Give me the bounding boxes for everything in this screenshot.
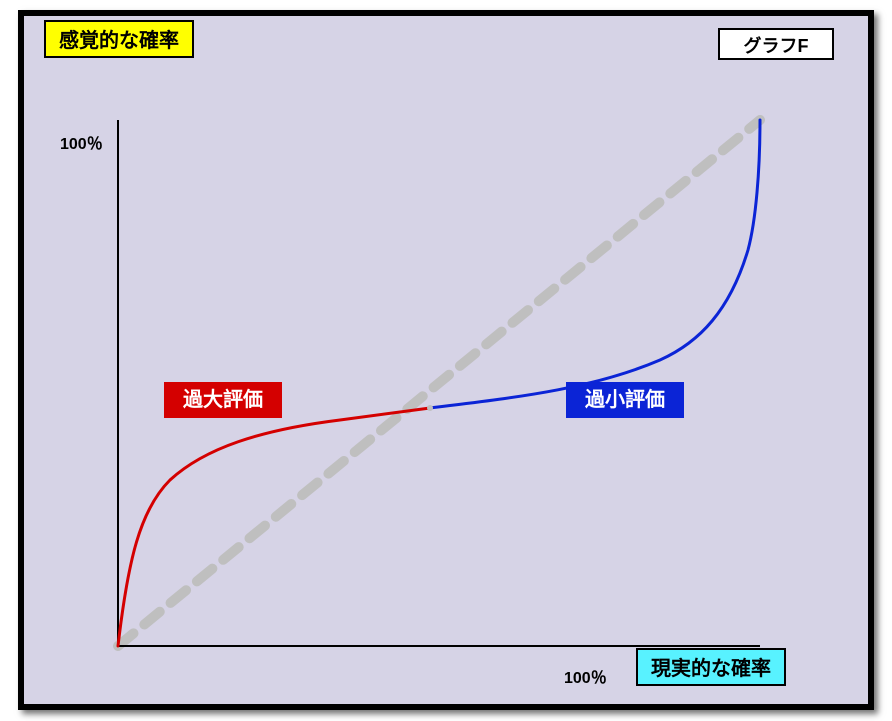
chart-svg [0,0,892,721]
curve-knot [427,405,433,411]
overestimate-label: 過大評価 [164,382,282,418]
y-tick-100: 100％ [60,130,103,154]
underestimate-label: 過小評価 [566,382,684,418]
curve-red [118,408,430,646]
chart-stage: 100％ 100％ グラフF 感覚的な確率 現実的な確率 過大評価 過小評価 [0,0,892,721]
y-axis-title: 感覚的な確率 [44,20,194,58]
x-tick-100: 100％ [564,664,607,688]
graph-id-label: グラフF [718,28,834,60]
x-axis-title: 現実的な確率 [636,648,786,686]
